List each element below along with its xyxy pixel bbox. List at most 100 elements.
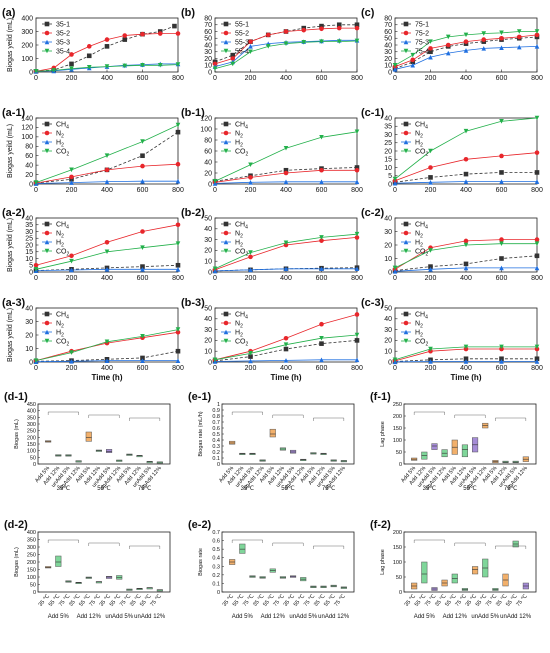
x-tick-label: 800 — [531, 187, 543, 194]
panel-label: (f-2) — [370, 519, 391, 531]
y-tick-label: 0.7 — [212, 530, 220, 536]
data-point — [463, 356, 469, 362]
legend-marker — [223, 139, 229, 145]
data-point — [86, 64, 92, 70]
y-axis-title: Biogas yeild (mL) — [7, 18, 14, 72]
data-point — [410, 62, 416, 68]
y-tick-label: 0 — [208, 69, 212, 76]
y-tick-label: 20 — [204, 338, 212, 345]
x-tick-label: 800 — [351, 75, 363, 82]
panel-label: (a) — [2, 7, 16, 19]
data-point — [354, 235, 360, 240]
legend-marker — [223, 320, 229, 326]
data-point — [175, 222, 181, 228]
group-label: unAdd 12% — [500, 614, 532, 620]
data-point — [33, 262, 39, 268]
data-point — [140, 334, 145, 339]
legend-subscript: 2 — [420, 143, 423, 149]
panel-label: (f-1) — [370, 391, 391, 403]
data-point — [301, 27, 307, 33]
x-tick-label: 600 — [137, 75, 149, 82]
data-point — [428, 54, 433, 60]
data-point — [283, 335, 289, 341]
group-label: 75℃ — [138, 486, 152, 492]
y-axis-title: Lag phase — [380, 421, 386, 447]
group-label: Add 12% — [443, 614, 468, 620]
data-point — [122, 63, 128, 69]
y-tick-label: 50 — [384, 305, 392, 312]
data-point — [86, 53, 92, 59]
x-tick-label: 200 — [66, 275, 78, 282]
y-tick-label: 0.7 — [212, 420, 220, 426]
group-label: 75℃ — [504, 486, 518, 492]
legend-subscript: 2 — [246, 342, 249, 348]
legend-entry: 75-4 — [415, 49, 429, 56]
y-tick-label: 250 — [393, 402, 402, 408]
legend-entry: H2 — [415, 240, 423, 249]
y-tick-label: 30 — [204, 327, 212, 334]
legend-entry: N2 — [235, 231, 243, 240]
data-point — [140, 31, 145, 37]
y-tick-label: 40 — [204, 42, 212, 49]
data-point — [140, 264, 145, 269]
data-point — [319, 266, 324, 272]
data-point — [175, 62, 181, 67]
y-tick-label: 0.3 — [212, 444, 220, 450]
data-point — [104, 44, 110, 49]
x-tick-label: 600 — [496, 75, 508, 82]
legend-entry: 35-3 — [56, 40, 70, 47]
y-tick-label: 0 — [33, 462, 36, 468]
x-tick-label: 400 — [460, 187, 472, 194]
significance-bracket — [313, 545, 345, 549]
data-point — [354, 266, 360, 272]
legend-marker — [223, 311, 229, 317]
data-point — [428, 148, 433, 154]
legend-entry: 35-4 — [56, 49, 70, 56]
y-tick-label: 300 — [27, 422, 36, 428]
y-tick-label: 0.9 — [212, 408, 220, 414]
data-point — [175, 327, 181, 332]
data-point — [499, 237, 504, 242]
legend-entry: 35-1 — [56, 22, 70, 29]
legend-marker — [44, 311, 50, 317]
data-point — [410, 57, 416, 63]
data-point — [248, 162, 253, 168]
legend-marker — [44, 320, 50, 326]
data-point — [354, 357, 360, 363]
legend-subscript: 2 — [240, 243, 243, 249]
legend-subscript: 2 — [67, 252, 70, 258]
legend-marker — [403, 311, 409, 317]
x-tick-label: 200 — [245, 187, 257, 194]
data-point — [172, 23, 177, 29]
x-tick-label: 800 — [172, 365, 184, 372]
box-mark — [461, 444, 468, 458]
legend-entry: N2 — [415, 321, 423, 330]
data-point — [283, 145, 289, 151]
data-point — [336, 39, 342, 44]
data-point — [140, 245, 145, 250]
legend-entry: 55-2 — [235, 31, 249, 38]
legend-entry: CO2 — [415, 249, 429, 258]
x-tick-label: 200 — [245, 365, 257, 372]
x-axis-title: Time (h) — [92, 373, 123, 382]
x-tick-label: 200 — [66, 365, 78, 372]
y-tick-label: 5 — [388, 173, 392, 180]
box-mark — [472, 566, 479, 575]
line-panel-a1: (a-1) 0 20 40 60 80 100 120 140 0 200 400 600 800 Biog… — [2, 107, 184, 194]
data-point — [175, 241, 181, 246]
box-mark — [106, 449, 113, 453]
box-mark — [431, 443, 438, 450]
legend-entry: 55-4 — [235, 49, 249, 56]
y-tick-label: 250 — [27, 429, 36, 435]
data-point — [69, 180, 74, 185]
y-tick-label: 15 — [25, 249, 33, 256]
legend-subscript: 2 — [67, 342, 70, 348]
box-mark — [156, 589, 163, 592]
legend-marker — [223, 248, 229, 254]
data-point — [319, 26, 324, 32]
y-tick-label: 0.4 — [212, 438, 220, 444]
